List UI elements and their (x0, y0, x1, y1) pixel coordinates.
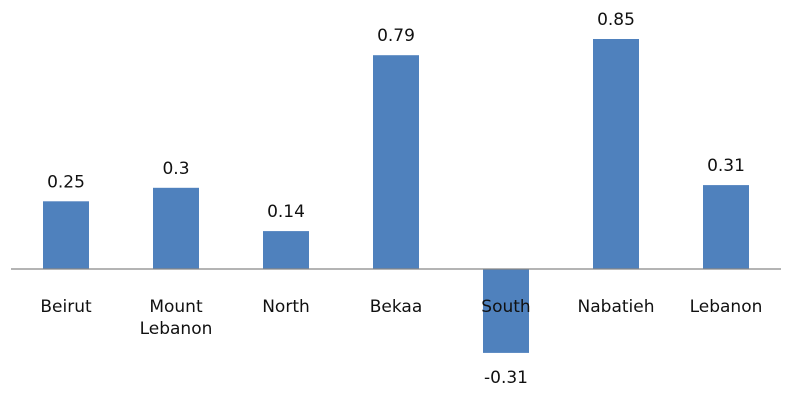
bar (703, 185, 749, 269)
data-label: 0.85 (597, 10, 635, 30)
category-label: Lebanon (140, 319, 213, 339)
bar (593, 39, 639, 269)
data-label: 0.79 (377, 26, 415, 46)
bar (373, 55, 419, 270)
bar (483, 269, 529, 353)
bars-group (43, 39, 749, 353)
category-label: Lebanon (690, 297, 763, 317)
bar (263, 231, 309, 269)
data-label: 0.14 (267, 202, 305, 222)
category-label: Bekaa (370, 297, 423, 317)
category-label: North (262, 297, 310, 317)
data-label: 0.25 (47, 172, 85, 192)
bar (43, 201, 89, 269)
data-label: -0.31 (484, 368, 528, 388)
data-label: 0.3 (162, 159, 189, 179)
bar (153, 187, 199, 269)
category-label: Nabatieh (578, 297, 655, 317)
labels-group: 0.25Beirut0.3MountLebanon0.14North0.79Be… (40, 10, 762, 388)
data-label: 0.31 (707, 156, 745, 176)
category-label: South (481, 297, 530, 317)
category-label: Mount (149, 297, 203, 317)
category-label: Beirut (40, 297, 92, 317)
